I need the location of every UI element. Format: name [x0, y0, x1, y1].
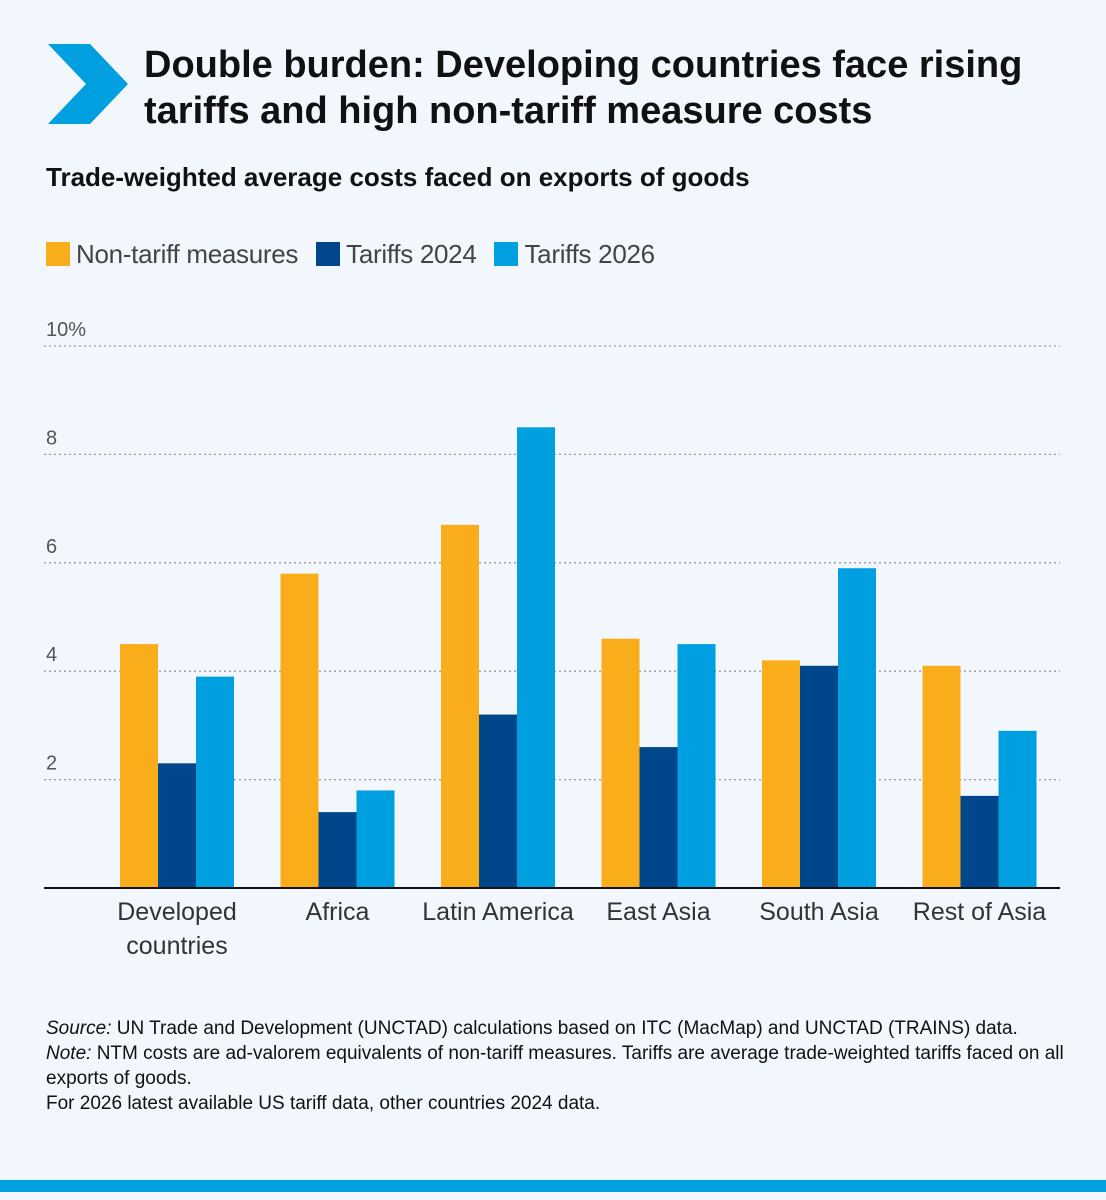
- bar-tariffs-2026: [196, 676, 234, 888]
- y-tick-label: 8: [46, 427, 57, 449]
- legend-item-ntm: Non-tariff measures: [46, 239, 298, 270]
- note: Note: NTM costs are ad-valorem equivalen…: [46, 1041, 1066, 1091]
- bar-ntm: [441, 524, 479, 888]
- legend-item-tariffs-2024: Tariffs 2024: [316, 238, 477, 270]
- bar-tariffs-2026: [677, 644, 716, 888]
- bar-ntm: [120, 644, 158, 888]
- bar-tariffs-2026: [998, 730, 1037, 888]
- extra-note: For 2026 latest available US tariff data…: [46, 1093, 601, 1114]
- bar-tariffs-2024: [158, 763, 196, 888]
- bar-tariffs-2026: [838, 568, 876, 888]
- bar-tariffs-2024: [479, 714, 517, 888]
- legend-swatch-tariffs-2024: [316, 242, 341, 266]
- y-tick-label: 6: [46, 536, 57, 558]
- bar-tariffs-2024: [639, 747, 678, 888]
- x-tick-label: Latin America: [422, 898, 574, 926]
- y-tick-label: 4: [46, 644, 57, 666]
- y-tick-label: 10%: [46, 319, 86, 341]
- source-text: UN Trade and Development (UNCTAD) calcul…: [111, 1018, 1018, 1039]
- bottom-accent-bar: [0, 1180, 1106, 1192]
- bar-ntm: [601, 638, 640, 888]
- note-text: NTM costs are ad-valorem equivalents of …: [46, 1043, 1064, 1089]
- legend-item-tariffs-2026: Tariffs 2026: [494, 238, 655, 270]
- bar-tariffs-2024: [318, 812, 357, 888]
- bar-tariffs-2026: [356, 790, 395, 888]
- bar-ntm: [280, 573, 319, 888]
- bar-chart: 2 4 6 8 10% Developed countries Africa Latin Ame…: [44, 319, 1060, 960]
- legend-swatch-tariffs-2026: [494, 242, 519, 266]
- legend-swatch-ntm: [46, 242, 70, 266]
- legend-label-ntm: Non-tariff measures: [76, 238, 299, 269]
- note-label: Note:: [46, 1043, 92, 1064]
- source-note: Source: UN Trade and Development (UNCTAD…: [46, 1016, 1066, 1041]
- legend-label-tariffs-2024: Tariffs 2024: [346, 238, 477, 269]
- x-tick-label: South Asia: [759, 898, 879, 926]
- chart-subtitle: Trade-weighted average costs faced on ex…: [46, 162, 750, 192]
- notes: Source: UN Trade and Development (UNCTAD…: [46, 1016, 1066, 1116]
- source-label: Source:: [46, 1018, 112, 1039]
- bar-tariffs-2026: [517, 427, 555, 888]
- chart-title: Double burden: Developing countries face…: [144, 44, 1023, 132]
- legend-label-tariffs-2026: Tariffs 2026: [524, 238, 655, 269]
- chevron-right-icon: [48, 44, 128, 124]
- x-tick-label: Rest of Asia: [913, 898, 1046, 926]
- y-tick-label: 2: [46, 753, 57, 775]
- x-tick-label: East Asia: [606, 898, 710, 926]
- legend: Non-tariff measures Tariffs 2024 Tariffs…: [46, 236, 673, 272]
- x-tick-label: Africa: [306, 898, 370, 926]
- x-tick-label: Developed: [117, 898, 237, 926]
- bar-tariffs-2024: [960, 795, 999, 888]
- x-tick-label: countries: [126, 932, 227, 960]
- bar-ntm: [762, 660, 800, 888]
- bar-ntm: [922, 665, 961, 888]
- bar-tariffs-2024: [800, 665, 838, 888]
